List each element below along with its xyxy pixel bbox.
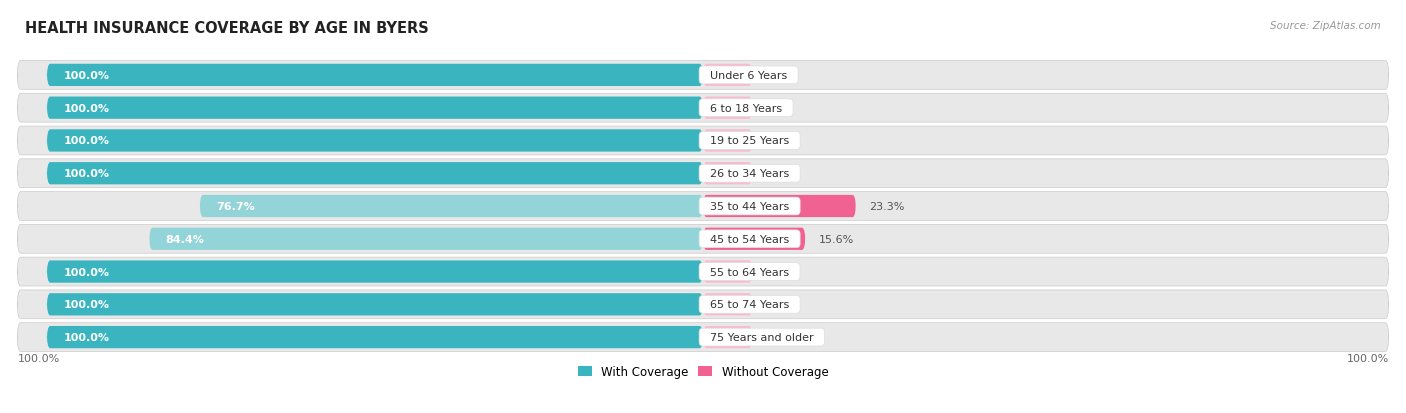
Text: 100.0%: 100.0% <box>1347 353 1389 363</box>
Text: 100.0%: 100.0% <box>17 353 59 363</box>
Text: 84.4%: 84.4% <box>166 234 204 244</box>
FancyBboxPatch shape <box>703 228 806 250</box>
FancyBboxPatch shape <box>200 195 703 218</box>
Text: 6 to 18 Years: 6 to 18 Years <box>703 103 789 114</box>
FancyBboxPatch shape <box>703 64 752 87</box>
FancyBboxPatch shape <box>703 130 752 152</box>
Text: 45 to 54 Years: 45 to 54 Years <box>703 234 796 244</box>
Text: 0.0%: 0.0% <box>765 267 793 277</box>
Text: 100.0%: 100.0% <box>63 136 110 146</box>
FancyBboxPatch shape <box>46 294 703 316</box>
Text: 100.0%: 100.0% <box>63 71 110 81</box>
Text: Under 6 Years: Under 6 Years <box>703 71 794 81</box>
Text: 100.0%: 100.0% <box>63 267 110 277</box>
Text: 100.0%: 100.0% <box>63 299 110 310</box>
FancyBboxPatch shape <box>703 326 752 349</box>
FancyBboxPatch shape <box>703 97 752 119</box>
Text: 100.0%: 100.0% <box>63 332 110 342</box>
FancyBboxPatch shape <box>17 192 1389 221</box>
FancyBboxPatch shape <box>46 163 703 185</box>
Text: 0.0%: 0.0% <box>765 71 793 81</box>
Text: 65 to 74 Years: 65 to 74 Years <box>703 299 796 310</box>
Text: 19 to 25 Years: 19 to 25 Years <box>703 136 796 146</box>
Text: 35 to 44 Years: 35 to 44 Years <box>703 202 796 211</box>
FancyBboxPatch shape <box>17 159 1389 188</box>
FancyBboxPatch shape <box>17 225 1389 254</box>
Text: 26 to 34 Years: 26 to 34 Years <box>703 169 796 179</box>
Text: 100.0%: 100.0% <box>63 103 110 114</box>
FancyBboxPatch shape <box>149 228 703 250</box>
FancyBboxPatch shape <box>46 130 703 152</box>
FancyBboxPatch shape <box>703 163 752 185</box>
Text: 15.6%: 15.6% <box>818 234 853 244</box>
Text: 75 Years and older: 75 Years and older <box>703 332 821 342</box>
FancyBboxPatch shape <box>17 62 1389 90</box>
Text: 0.0%: 0.0% <box>765 169 793 179</box>
FancyBboxPatch shape <box>703 294 752 316</box>
Text: 76.7%: 76.7% <box>217 202 254 211</box>
FancyBboxPatch shape <box>46 326 703 349</box>
FancyBboxPatch shape <box>17 94 1389 123</box>
FancyBboxPatch shape <box>17 290 1389 319</box>
Text: 100.0%: 100.0% <box>63 169 110 179</box>
FancyBboxPatch shape <box>17 323 1389 352</box>
FancyBboxPatch shape <box>46 97 703 119</box>
Text: Source: ZipAtlas.com: Source: ZipAtlas.com <box>1270 21 1381 31</box>
FancyBboxPatch shape <box>46 261 703 283</box>
FancyBboxPatch shape <box>703 261 752 283</box>
Legend: With Coverage, Without Coverage: With Coverage, Without Coverage <box>572 360 834 383</box>
Text: 0.0%: 0.0% <box>765 332 793 342</box>
Text: HEALTH INSURANCE COVERAGE BY AGE IN BYERS: HEALTH INSURANCE COVERAGE BY AGE IN BYER… <box>25 21 429 36</box>
FancyBboxPatch shape <box>46 64 703 87</box>
FancyBboxPatch shape <box>703 195 856 218</box>
Text: 0.0%: 0.0% <box>765 299 793 310</box>
Text: 23.3%: 23.3% <box>869 202 904 211</box>
FancyBboxPatch shape <box>17 258 1389 286</box>
Text: 0.0%: 0.0% <box>765 103 793 114</box>
FancyBboxPatch shape <box>17 127 1389 156</box>
Text: 55 to 64 Years: 55 to 64 Years <box>703 267 796 277</box>
Text: 0.0%: 0.0% <box>765 136 793 146</box>
